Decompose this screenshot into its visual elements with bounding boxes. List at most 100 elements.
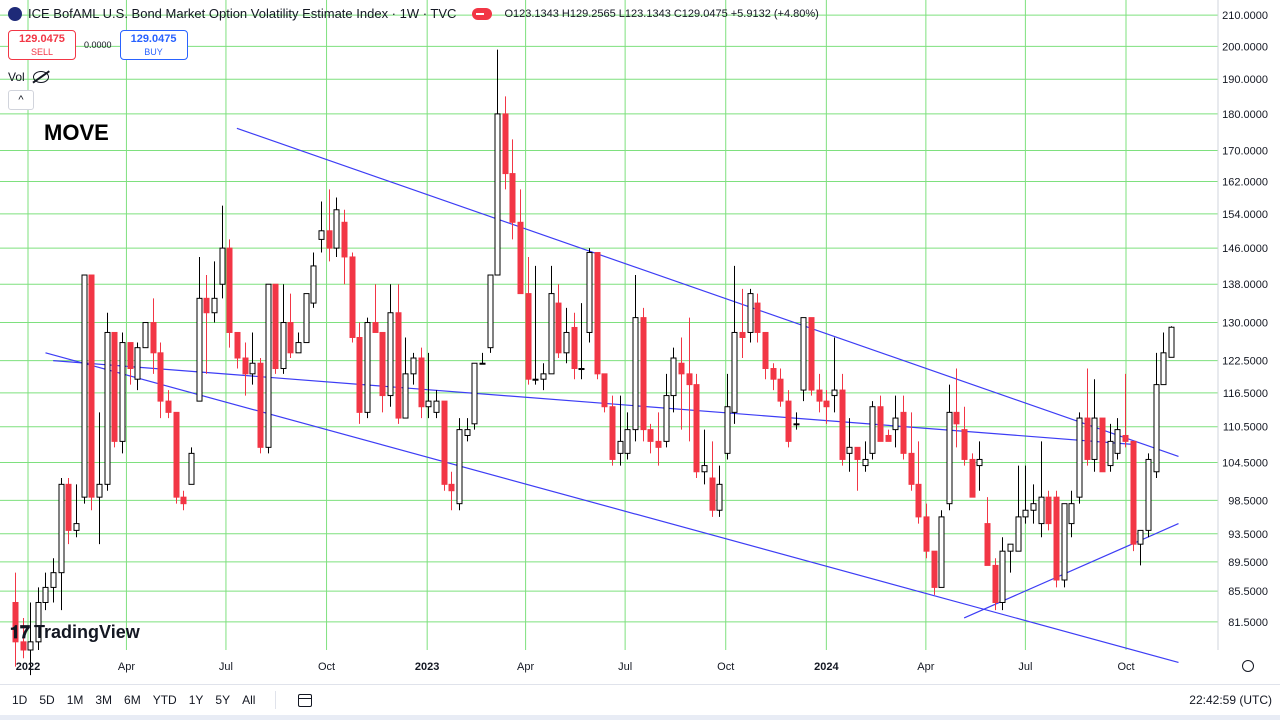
candle[interactable] [701,429,708,485]
candle[interactable] [81,274,88,504]
eye-hidden-icon[interactable] [32,71,49,83]
range-5d[interactable]: 5D [39,693,55,707]
candle[interactable] [165,390,172,419]
candle[interactable] [134,342,141,391]
candle[interactable] [433,390,440,419]
candle[interactable] [915,441,922,524]
candle[interactable] [242,342,249,396]
price-axis[interactable]: 81.5000 85.5000 89.5000 93.5000 98.5000 104.5… [1217,0,1268,650]
flag-icon[interactable] [472,7,493,20]
candle[interactable] [571,312,578,380]
candle[interactable] [502,96,509,190]
candle[interactable] [1022,465,1029,524]
candle[interactable] [1145,453,1152,538]
candle[interactable] [487,274,494,353]
candle[interactable] [479,352,486,365]
candle[interactable] [823,390,830,424]
candle[interactable] [12,572,19,667]
candle[interactable] [716,465,723,517]
candle[interactable] [739,288,746,359]
candle[interactable] [517,189,524,295]
candle[interactable] [471,362,478,430]
candle[interactable] [1130,440,1137,552]
candle[interactable] [372,284,379,333]
candle[interactable] [326,189,333,262]
candle[interactable] [647,423,654,454]
candle[interactable] [953,368,960,448]
candle[interactable] [287,293,294,359]
candle[interactable] [104,312,111,491]
trendline-middle-channel[interactable] [53,360,1133,445]
candle[interactable] [142,322,149,349]
candle[interactable] [1038,441,1045,538]
candle[interactable] [295,332,302,354]
candle[interactable] [655,412,662,466]
candle[interactable] [1015,465,1022,552]
candle[interactable] [73,484,80,538]
volume-indicator[interactable]: Vol [8,70,49,84]
candle[interactable] [724,373,731,460]
candle[interactable] [555,284,562,359]
candle[interactable] [846,418,853,472]
range-6m[interactable]: 6M [124,693,141,707]
settings-gear-icon[interactable] [1242,660,1254,672]
candle[interactable] [709,441,716,517]
candle[interactable] [356,322,363,424]
candle[interactable] [1061,503,1068,588]
candle[interactable] [1091,379,1098,472]
candle[interactable] [150,298,157,374]
candle[interactable] [731,265,738,424]
candle[interactable] [333,197,340,257]
candle[interactable] [196,256,203,402]
candle[interactable] [601,373,608,413]
candle[interactable] [686,317,693,442]
candle[interactable] [349,252,356,343]
candle[interactable] [754,293,761,343]
candle[interactable] [1045,490,1052,531]
candle[interactable] [900,395,907,460]
candle[interactable] [410,352,417,385]
candle[interactable] [509,139,516,240]
candle[interactable] [777,368,784,407]
candle[interactable] [1168,326,1175,358]
candle[interactable] [303,293,310,344]
candle[interactable] [272,283,279,374]
range-all[interactable]: All [242,693,256,707]
candle[interactable] [1076,412,1083,504]
time-axis[interactable]: 2022 Apr Jul Oct 2023 Apr Jul Oct 2024 Apr Jul Oct [16,661,1135,673]
candle[interactable] [27,602,34,676]
candle[interactable] [540,363,547,391]
range-1m[interactable]: 1M [66,693,84,707]
candle[interactable] [961,406,968,466]
candle[interactable] [127,342,134,385]
range-1y[interactable]: 1Y [188,693,204,707]
candle[interactable] [418,347,425,419]
candle[interactable] [969,453,976,498]
candle[interactable] [494,49,501,276]
candle[interactable] [58,478,65,611]
candles[interactable] [12,49,1175,676]
candle[interactable] [50,558,57,603]
candle[interactable] [984,497,991,566]
candle[interactable] [525,256,532,385]
collapse-button[interactable]: ^ [8,90,34,110]
candle[interactable] [931,550,938,595]
price-chart[interactable]: 81.5000 85.5000 89.5000 93.5000 98.5000 104.5… [0,0,1280,684]
candle[interactable] [226,239,233,348]
candle[interactable] [908,412,915,491]
candle[interactable] [379,331,386,413]
candle[interactable] [831,337,838,413]
candle[interactable] [318,201,325,253]
candle[interactable] [257,358,264,454]
candle[interactable] [1084,368,1091,466]
candle[interactable] [839,373,846,466]
candle[interactable] [816,373,823,413]
candle[interactable] [594,252,601,380]
candle[interactable] [877,395,884,442]
candle[interactable] [402,337,409,419]
candle[interactable] [609,395,616,466]
candle[interactable] [1030,484,1037,524]
range-5y[interactable]: 5Y [215,693,231,707]
chart-title[interactable]: ICE BofAML U.S. Bond Market Option Volat… [28,6,457,21]
candle[interactable] [892,395,899,448]
